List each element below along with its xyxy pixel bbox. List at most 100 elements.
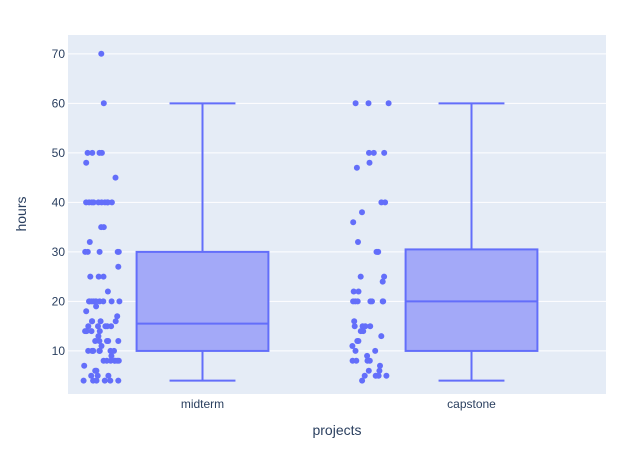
data-point <box>115 248 122 255</box>
data-point <box>94 372 101 379</box>
data-point <box>86 298 92 305</box>
data-point <box>83 308 90 315</box>
data-point <box>351 318 358 325</box>
x-tick-label: capstone <box>447 397 496 411</box>
data-point <box>98 149 105 156</box>
data-point <box>359 377 366 384</box>
iqr-box <box>404 248 539 352</box>
data-point <box>86 239 93 245</box>
data-point <box>355 338 362 344</box>
data-point <box>90 347 97 354</box>
y-tick-label: 30 <box>52 245 66 259</box>
data-point <box>349 343 356 349</box>
boxes <box>135 102 539 382</box>
data-point <box>112 174 119 181</box>
data-point <box>115 263 122 270</box>
jitter-points <box>80 50 392 384</box>
data-point <box>359 209 365 216</box>
data-point <box>364 352 371 359</box>
x-tick-labels: midterm capstone <box>181 397 496 411</box>
data-point <box>98 50 105 57</box>
data-point <box>350 288 357 295</box>
data-point <box>372 347 379 354</box>
data-point <box>95 333 102 340</box>
data-point <box>86 199 93 206</box>
data-point <box>350 219 357 226</box>
data-point <box>379 278 386 285</box>
iqr-box <box>135 250 270 352</box>
data-point <box>100 298 107 305</box>
y-axis-title: hours <box>13 196 29 231</box>
data-point <box>80 377 87 384</box>
data-point <box>366 149 372 156</box>
y-tick-labels: 10 20 30 40 50 60 70 <box>52 47 66 358</box>
data-point <box>104 323 111 330</box>
data-point <box>366 159 373 166</box>
data-point <box>108 298 115 305</box>
data-point <box>381 273 388 280</box>
data-point <box>105 372 112 379</box>
data-point <box>365 367 372 374</box>
data-point <box>95 323 101 330</box>
data-point <box>378 333 385 340</box>
x-tick-label: midterm <box>181 397 224 411</box>
data-point <box>96 248 103 255</box>
data-point <box>100 357 107 364</box>
data-point <box>107 377 114 384</box>
data-point <box>360 328 367 335</box>
y-tick-label: 60 <box>52 96 66 110</box>
data-point <box>385 100 392 107</box>
x-axis-title: projects <box>312 422 361 438</box>
data-point <box>84 248 91 255</box>
data-point <box>362 323 369 330</box>
data-point <box>365 100 372 107</box>
data-point <box>352 100 359 107</box>
data-point <box>111 357 118 364</box>
data-point <box>82 328 89 335</box>
data-point <box>87 273 94 280</box>
data-point <box>352 347 359 354</box>
data-point <box>85 323 92 330</box>
data-point <box>357 273 364 280</box>
data-point <box>104 199 111 206</box>
data-point <box>96 328 103 335</box>
data-point <box>377 362 383 369</box>
box-midterm <box>135 102 270 382</box>
data-point <box>353 164 360 171</box>
data-point <box>100 273 107 280</box>
data-point <box>95 273 102 280</box>
data-point <box>382 199 389 206</box>
data-point <box>84 149 91 156</box>
data-point <box>372 372 379 379</box>
data-point <box>115 377 122 384</box>
data-point <box>97 318 104 325</box>
data-point <box>83 159 90 166</box>
y-tick-label: 40 <box>52 195 66 209</box>
data-point <box>361 372 368 379</box>
y-tick-label: 10 <box>52 344 66 358</box>
data-point <box>101 377 108 384</box>
data-point <box>107 347 114 354</box>
data-point <box>85 347 92 354</box>
data-point <box>89 149 96 156</box>
data-point <box>115 338 122 344</box>
data-point <box>367 298 374 305</box>
data-point <box>93 377 100 384</box>
data-point <box>354 298 361 305</box>
data-point <box>370 149 377 156</box>
data-point <box>88 328 95 335</box>
data-point <box>104 288 111 295</box>
data-point <box>355 239 361 245</box>
y-tick-label: 70 <box>52 47 66 61</box>
data-point <box>98 199 105 206</box>
data-point <box>116 298 123 305</box>
data-point <box>96 338 103 344</box>
data-point <box>88 372 95 379</box>
data-point <box>383 372 390 379</box>
data-point <box>93 298 100 305</box>
data-point <box>381 149 388 156</box>
data-point <box>380 298 387 305</box>
data-point <box>98 224 105 231</box>
data-point <box>89 318 95 325</box>
data-point <box>112 318 119 325</box>
